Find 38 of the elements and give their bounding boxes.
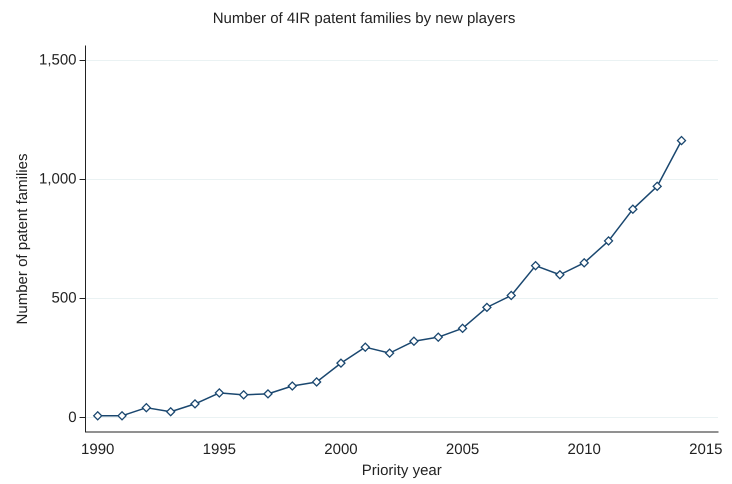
- point: [263, 389, 273, 399]
- y-tick-label: 1,000: [38, 170, 77, 188]
- point: [409, 336, 419, 346]
- chart-title: Number of 4IR patent families by new players: [212, 10, 516, 28]
- x-tick-label: 1990: [81, 441, 114, 458]
- point: [434, 332, 443, 342]
- x-tick-label: 2005: [446, 441, 480, 458]
- y-tick-label: 1,500: [38, 51, 77, 68]
- point: [117, 411, 127, 420]
- point: [336, 358, 346, 368]
- point: [530, 261, 540, 270]
- point: [506, 290, 516, 300]
- point: [604, 236, 614, 246]
- point: [93, 411, 102, 420]
- point: [458, 324, 468, 333]
- point: [628, 204, 638, 214]
- point: [190, 399, 200, 409]
- point: [580, 258, 589, 268]
- point: [555, 270, 565, 280]
- y-tick-label: 0: [68, 408, 77, 426]
- point: [360, 342, 370, 352]
- y-axis-title: Number of patent families: [14, 154, 32, 324]
- point: [482, 302, 492, 312]
- x-axis-title: Priority year: [362, 462, 442, 480]
- point: [142, 403, 151, 412]
- y-tick-label: 500: [52, 290, 77, 307]
- point: [384, 348, 394, 358]
- point: [676, 136, 686, 146]
- x-tick-label: 1995: [202, 441, 236, 458]
- point: [652, 182, 662, 191]
- point: [166, 407, 176, 416]
- point: [312, 377, 322, 387]
- point: [239, 390, 248, 400]
- x-tick-label: 2015: [689, 441, 723, 458]
- point: [214, 388, 224, 398]
- x-tick-label: 2010: [568, 441, 601, 458]
- x-tick-label: 2000: [324, 441, 358, 458]
- point: [288, 381, 297, 391]
